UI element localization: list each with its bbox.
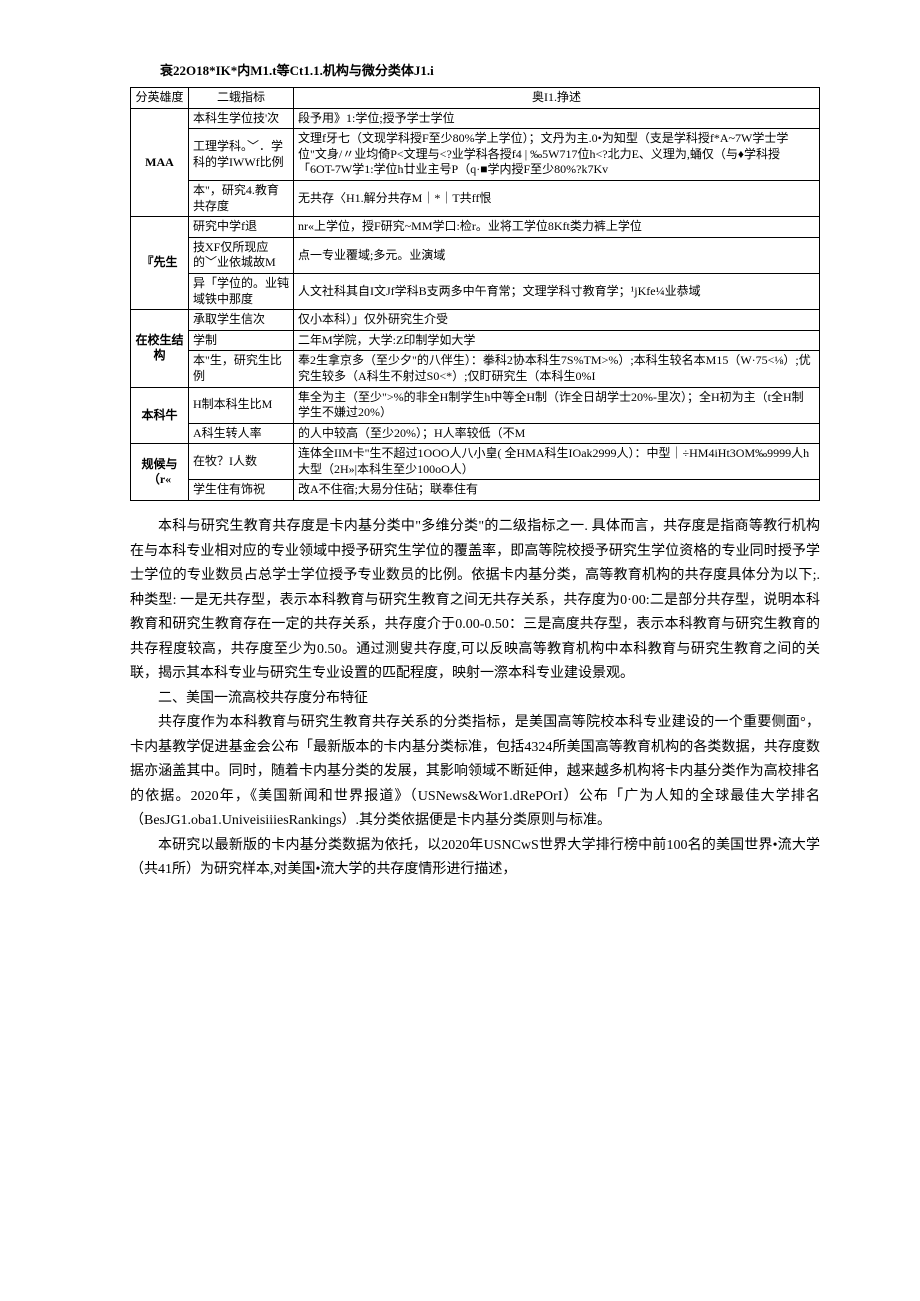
paragraph: 本研究以最新版的卡内基分类数据为依托，以2020年USNCwS世界大学排行榜中前… xyxy=(130,834,820,883)
table-row: 本"，研究4.教育共存度 无共存〈H1.解分共存M｜*｜T共ff恨 xyxy=(131,180,820,216)
cell-sub: 技XF仅所现应的﹀业依城故M xyxy=(189,237,294,273)
cell-desc: 连体全IIM卡"生不超过1OOO人八小皇( 全HMA科生IOak2999人）：中… xyxy=(294,444,820,480)
cell-desc: 的人中较高（至少20%）；H人率较低（不M xyxy=(294,423,820,444)
paragraph: 共存度作为本科教育与研究生教育共存关系的分类指标，是美国高等院校本科专业建设的一… xyxy=(130,711,820,834)
cell-desc: 点一专业覆域;多元。业演域 xyxy=(294,237,820,273)
cell-desc: 仅小本科）」仅外研究生介受 xyxy=(294,310,820,331)
table-body: MAA 本科生学位技'次 段予用》1:学位;授予学士学位 工理学科。﹀．学科的学… xyxy=(131,108,820,500)
table-row: 异「学位的。业钝域铁中那度 人文社科其自I文Jf学科B支两多中午育常；文理学科寸… xyxy=(131,273,820,309)
table-row: 学生住有饰祝 改A不住宿;大易分住砧；联奉住有 xyxy=(131,480,820,501)
table-row: 规候与（r« 在牧？I人数 连体全IIM卡"生不超过1OOO人八小皇( 全HMA… xyxy=(131,444,820,480)
cell-sub: 工理学科。﹀．学科的学IWWf比例 xyxy=(189,129,294,181)
cell-sub: 学生住有饰祝 xyxy=(189,480,294,501)
cell-dimension: 本科牛 xyxy=(131,387,189,444)
cell-desc: 改A不住宿;大易分住砧；联奉住有 xyxy=(294,480,820,501)
cell-desc: 二年M学院，大学:Z印制学如大学 xyxy=(294,330,820,351)
table-row: 本"生，研究生比例 奉2生拿京多（至少夕"的八伴生）：拳科2协本科生7S%TM>… xyxy=(131,351,820,387)
table-row: 学制 二年M学院，大学:Z印制学如大学 xyxy=(131,330,820,351)
cell-sub: 学制 xyxy=(189,330,294,351)
table-row: 在校生结构 承取学生信次 仅小本科）」仅外研究生介受 xyxy=(131,310,820,331)
cell-sub: 承取学生信次 xyxy=(189,310,294,331)
header-dimension: 分英雄度 xyxy=(131,88,189,109)
cell-desc: 人文社科其自I文Jf学科B支两多中午育常；文理学科寸教育学；¹jKfe¼业恭域 xyxy=(294,273,820,309)
cell-dimension: 『先生 xyxy=(131,217,189,310)
table-row: 本科牛 H制本科生比M 隼全为主（至少">%的非全H制学生h中等全H制（诈全日胡… xyxy=(131,387,820,423)
cell-dimension: 规候与（r« xyxy=(131,444,189,501)
cell-sub: 在牧？I人数 xyxy=(189,444,294,480)
classification-table: 分英雄度 二蛾指标 奥I1.挣述 MAA 本科生学位技'次 段予用》1:学位;授… xyxy=(130,87,820,501)
cell-desc: 文理f牙七（文现学科授F至少80%学上学位）；文丹为主.0•为知型（支是学科授f… xyxy=(294,129,820,181)
cell-sub: 本"，研究4.教育共存度 xyxy=(189,180,294,216)
cell-desc: 隼全为主（至少">%的非全H制学生h中等全H制（诈全日胡学士20%-里次）；全H… xyxy=(294,387,820,423)
cell-sub: A科生转人率 xyxy=(189,423,294,444)
table-title: 衰22O18*IK*内M1.t等Ct1.1.机构与微分类体J1.i xyxy=(160,60,820,79)
cell-desc: nr«上学位，授F研究~MM学口:检r。业将工学位8Kft类力裤上学位 xyxy=(294,217,820,238)
cell-sub: 本科生学位技'次 xyxy=(189,108,294,129)
table-row: 『先生 研究中学f退 nr«上学位，授F研究~MM学口:检r。业将工学位8Kft… xyxy=(131,217,820,238)
section-heading: 二、美国一流高校共存度分布特征 xyxy=(130,687,820,712)
cell-desc: 段予用》1:学位;授予学士学位 xyxy=(294,108,820,129)
table-row: A科生转人率 的人中较高（至少20%）；H人率较低（不M xyxy=(131,423,820,444)
cell-sub: H制本科生比M xyxy=(189,387,294,423)
cell-desc: 奉2生拿京多（至少夕"的八伴生）：拳科2协本科生7S%TM>%）;本科生较名本M… xyxy=(294,351,820,387)
cell-dimension: 在校生结构 xyxy=(131,310,189,387)
header-description: 奥I1.挣述 xyxy=(294,88,820,109)
cell-desc: 无共存〈H1.解分共存M｜*｜T共ff恨 xyxy=(294,180,820,216)
cell-dimension: MAA xyxy=(131,108,189,217)
header-subindicator: 二蛾指标 xyxy=(189,88,294,109)
cell-sub: 本"生，研究生比例 xyxy=(189,351,294,387)
table-row: MAA 本科生学位技'次 段予用》1:学位;授予学士学位 xyxy=(131,108,820,129)
cell-sub: 研究中学f退 xyxy=(189,217,294,238)
paragraph: 本科与研究生教育共存度是卡内基分类中"多维分类"的二级指标之一. 具体而言，共存… xyxy=(130,515,820,687)
table-row: 技XF仅所现应的﹀业依城故M 点一专业覆域;多元。业演域 xyxy=(131,237,820,273)
cell-sub: 异「学位的。业钝域铁中那度 xyxy=(189,273,294,309)
table-header-row: 分英雄度 二蛾指标 奥I1.挣述 xyxy=(131,88,820,109)
table-row: 工理学科。﹀．学科的学IWWf比例 文理f牙七（文现学科授F至少80%学上学位）… xyxy=(131,129,820,181)
